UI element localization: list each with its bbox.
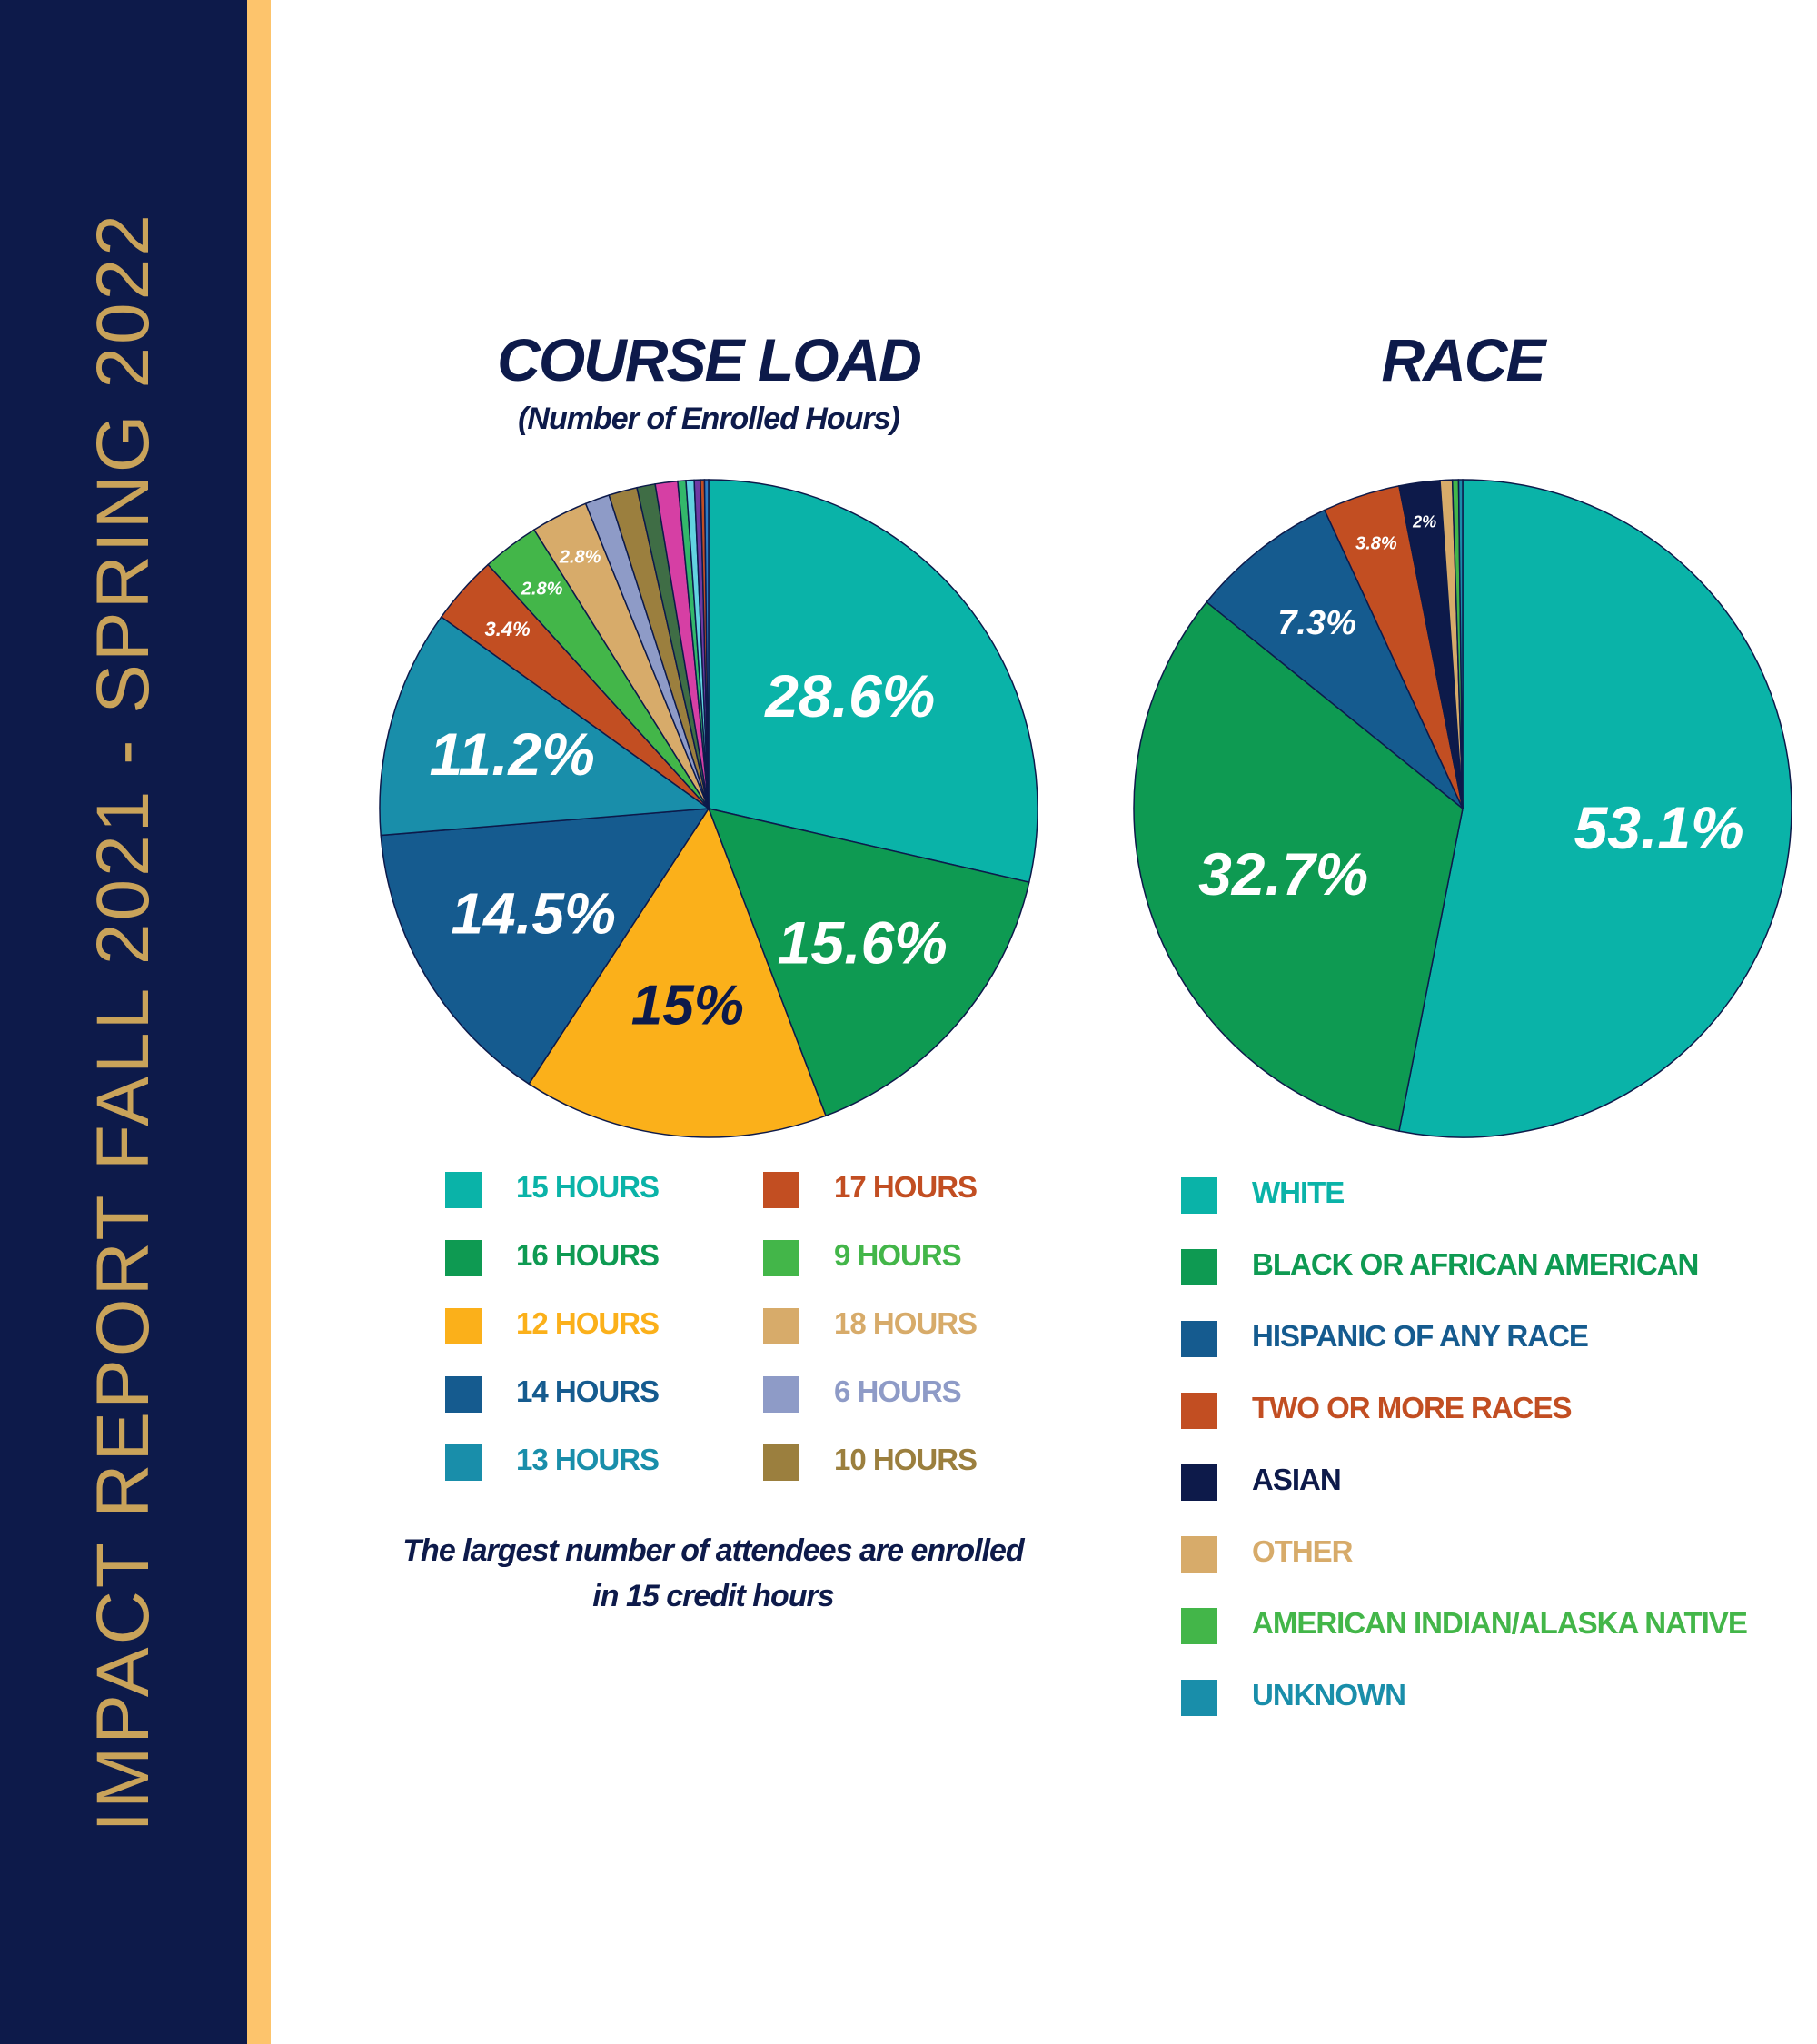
pie-slice-16-hours xyxy=(707,807,1030,1117)
race-legend: WHITE BLACK OR AFRICAN AMERICAN HISPANIC O… xyxy=(1181,1172,1799,1735)
legend-swatch xyxy=(763,1240,799,1276)
slice-value-label: 7.3% xyxy=(1277,604,1356,642)
legend-swatch xyxy=(1181,1464,1217,1501)
slice-value-label: 28.6% xyxy=(763,662,935,729)
legend-swatch xyxy=(763,1376,799,1413)
pie-slice-13-hours xyxy=(379,616,711,837)
legend-label: AMERICAN INDIAN/ALASKA NATIVE xyxy=(1252,1606,1748,1640)
legend-swatch xyxy=(763,1172,799,1208)
sidebar xyxy=(0,0,247,2044)
race-title: RACE xyxy=(1381,326,1545,393)
legend-label: OTHER xyxy=(1252,1534,1353,1568)
pie-slice-hispanic-of-any-race xyxy=(1206,509,1464,809)
slice-value-label: 53.1% xyxy=(1574,794,1744,861)
report-title: IMPACT REPORT FALL 2021 - SPRING 2022 xyxy=(82,212,164,1832)
slice-value-label: 2.8% xyxy=(521,579,563,599)
slice-value-label: 32.7% xyxy=(1198,840,1368,908)
legend-label: 13 HOURS xyxy=(516,1443,660,1476)
slice-value-label: 2% xyxy=(1412,513,1436,531)
pie-slice-12-hours xyxy=(528,807,827,1138)
legend-swatch xyxy=(763,1444,799,1481)
legend-swatch xyxy=(1181,1536,1217,1573)
legend-label: ASIAN xyxy=(1252,1463,1342,1496)
slice-value-label: 15% xyxy=(631,975,744,1037)
slice-value-label: 14.5% xyxy=(451,880,615,946)
legend-swatch xyxy=(1181,1177,1217,1214)
pie-slice-black-or-african-american xyxy=(1133,600,1464,1133)
slice-value-label: 3.8% xyxy=(1355,533,1397,553)
legend-swatch xyxy=(1181,1680,1217,1716)
legend-swatch xyxy=(763,1308,799,1344)
legend-label: WHITE xyxy=(1252,1176,1345,1209)
legend-swatch xyxy=(445,1308,482,1344)
course-load-title: COURSE LOAD xyxy=(497,326,922,393)
legend-swatch xyxy=(1181,1393,1217,1429)
legend-label: 14 HOURS xyxy=(516,1374,660,1408)
legend-label: 17 HOURS xyxy=(834,1170,978,1204)
course-load-subtitle: (Number of Enrolled Hours) xyxy=(518,402,900,436)
course-load-legend: 15 HOURS 16 HOURS 12 HOURS 14 HOURS 13 HOURS… xyxy=(445,1166,1081,1493)
legend-label: 6 HOURS xyxy=(834,1374,962,1408)
legend-label: HISPANIC OF ANY RACE xyxy=(1252,1319,1589,1353)
legend-label: UNKNOWN xyxy=(1252,1678,1406,1712)
pie-slice-white xyxy=(1398,479,1792,1138)
legend-label: 16 HOURS xyxy=(516,1238,660,1272)
legend-label: 12 HOURS xyxy=(516,1306,660,1340)
course-load-pie-chart: 28.6% 15.6% 15% 14.5% 11.2% 3.4% 2.8% 2.8% xyxy=(379,479,1038,1138)
legend-swatch xyxy=(1181,1608,1217,1644)
pie-slice-14-hours xyxy=(380,808,710,1086)
slice-value-label: 11.2% xyxy=(430,720,595,788)
slice-value-label: 15.6% xyxy=(778,908,948,976)
legend-swatch xyxy=(445,1172,482,1208)
slice-value-label: 2.8% xyxy=(559,548,601,568)
legend-label: BLACK OR AFRICAN AMERICAN xyxy=(1252,1247,1699,1281)
legend-swatch xyxy=(1181,1249,1217,1285)
sidebar-accent-stripe xyxy=(247,0,271,2044)
legend-swatch xyxy=(445,1444,482,1481)
race-pie-chart: 53.1% 32.7% 7.3% 3.8% 2% xyxy=(1133,479,1792,1138)
course-load-note: The largest number of attendees are enro… xyxy=(402,1533,1024,1613)
legend-label: 15 HOURS xyxy=(516,1170,660,1204)
legend-swatch xyxy=(445,1240,482,1276)
legend-label: 10 HOURS xyxy=(834,1443,978,1476)
pie-slice-unknown xyxy=(1457,479,1464,809)
legend-swatch xyxy=(445,1376,482,1413)
legend-label: TWO OR MORE RACES xyxy=(1252,1391,1572,1424)
pie-slice-segment-16 xyxy=(703,479,710,809)
slice-value-label: 3.4% xyxy=(484,618,530,640)
pie-slice-15-hours xyxy=(708,479,1038,884)
legend-swatch xyxy=(1181,1321,1217,1357)
legend-label: 18 HOURS xyxy=(834,1306,978,1340)
legend-label: 9 HOURS xyxy=(834,1238,962,1272)
